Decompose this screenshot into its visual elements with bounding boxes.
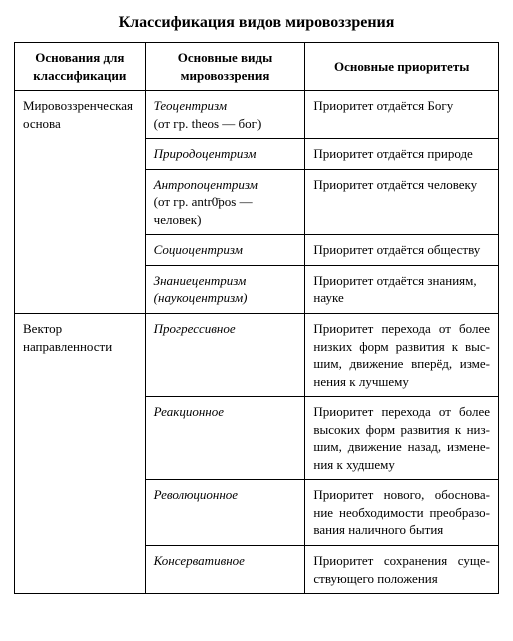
kind-italic: Знаниецентризм (наукоцентризм): [154, 273, 248, 306]
kind-cell: Социоцентризм: [145, 235, 305, 266]
kind-italic: Природоцентризм: [154, 146, 257, 161]
kind-note: (от гр. theos — бог): [154, 116, 262, 131]
basis-cell: Вектор направленности: [15, 314, 146, 594]
table-title: Классификация видов мировоззрения: [14, 14, 499, 32]
kind-cell: Консервативное: [145, 546, 305, 594]
header-col2: Основные виды мировоззрения: [145, 43, 305, 91]
kind-cell: Природоцентризм: [145, 139, 305, 170]
header-row: Основания для классификации Основные вид…: [15, 43, 499, 91]
kind-italic: Прогрессивное: [154, 321, 236, 336]
kind-cell: Антропоцентризм (от гр. antr0̄pos — чело…: [145, 169, 305, 235]
kind-italic: Революционное: [154, 487, 238, 502]
header-col3: Основные приоритеты: [305, 43, 499, 91]
classification-table: Основания для классификации Основные вид…: [14, 42, 499, 594]
kind-italic: Консервативное: [154, 553, 245, 568]
priority-cell: Приоритет отдаётся природе: [305, 139, 499, 170]
header-col1: Основания для классификации: [15, 43, 146, 91]
priority-cell: Приоритет отдаётся знаниям, науке: [305, 265, 499, 313]
priority-cell: Приоритет отдаётся обществу: [305, 235, 499, 266]
priority-cell: Приоритет сохранения суще­ствующего поло…: [305, 546, 499, 594]
kind-cell: Реакционное: [145, 397, 305, 480]
basis-cell: Мировоззренчес­кая основа: [15, 91, 146, 314]
priority-cell: Приоритет перехода от более низких форм …: [305, 314, 499, 397]
table-row: Мировоззренчес­кая основа Теоцентризм (о…: [15, 91, 499, 139]
kind-note: (от гр. antr0̄pos — человек): [154, 194, 253, 227]
table-row: Вектор направленности Прогрессивное Прио…: [15, 314, 499, 397]
priority-cell: Приоритет перехода от более высоких форм…: [305, 397, 499, 480]
kind-italic: Реакционное: [154, 404, 224, 419]
priority-cell: Приоритет отдаётся Богу: [305, 91, 499, 139]
kind-cell: Прогрессивное: [145, 314, 305, 397]
kind-italic: Антропоцентризм: [154, 177, 258, 192]
priority-cell: Приоритет отдаётся человеку: [305, 169, 499, 235]
kind-cell: Революционное: [145, 480, 305, 546]
kind-cell: Знаниецентризм (наукоцентризм): [145, 265, 305, 313]
kind-cell: Теоцентризм (от гр. theos — бог): [145, 91, 305, 139]
kind-italic: Теоцентризм: [154, 98, 227, 113]
kind-italic: Социоцентризм: [154, 242, 243, 257]
priority-cell: Приоритет нового, обоснова­ние необходим…: [305, 480, 499, 546]
